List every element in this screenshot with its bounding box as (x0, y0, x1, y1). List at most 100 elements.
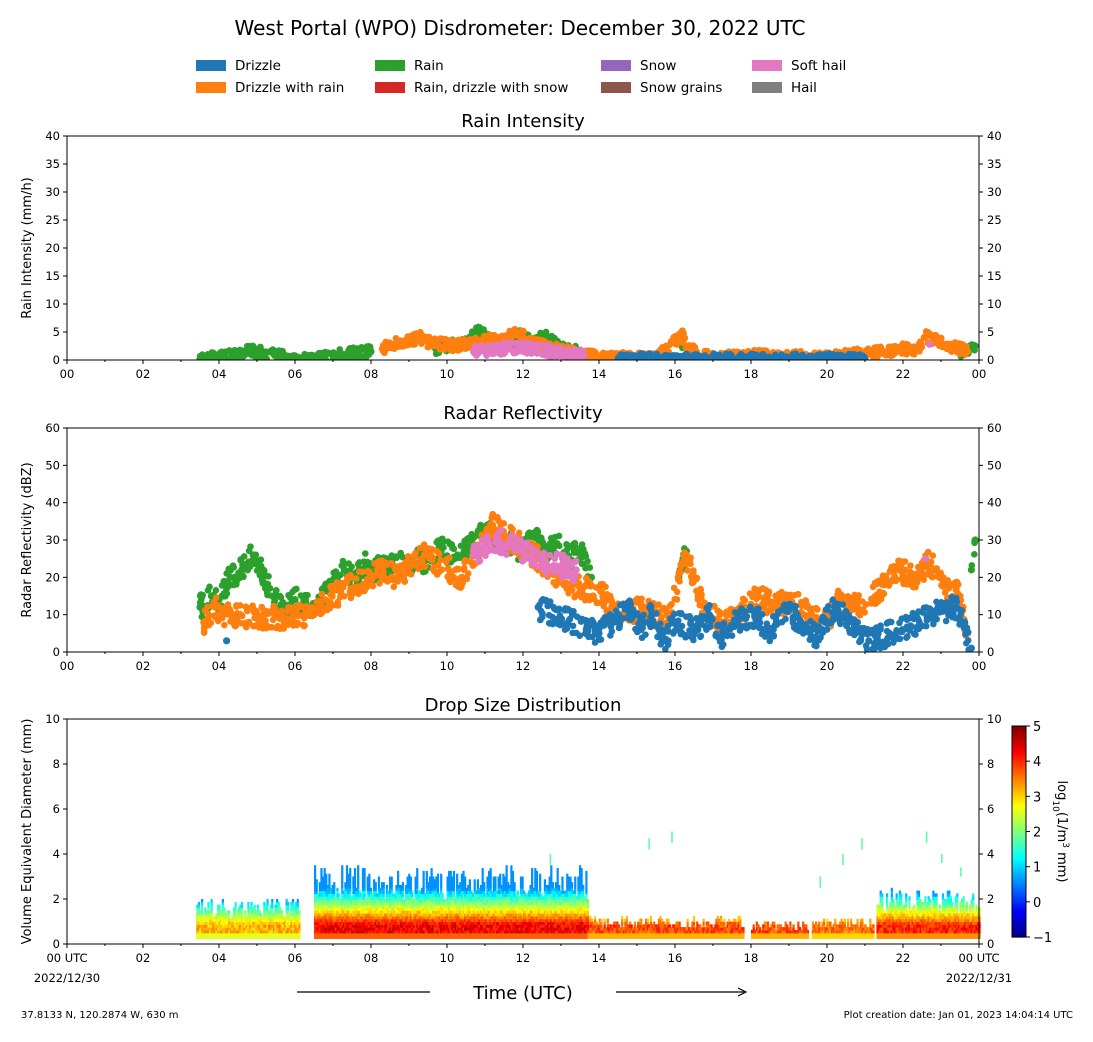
data-point (591, 639, 599, 646)
data-point (240, 553, 248, 560)
data-point (900, 580, 907, 588)
x-tick-label: 16 (668, 951, 683, 965)
data-point (539, 611, 546, 618)
data-point (705, 356, 712, 360)
data-point (393, 553, 400, 561)
data-point (562, 568, 570, 576)
x-tick-label: 00 (60, 367, 75, 381)
dsd-cell (223, 907, 226, 911)
data-point (688, 576, 696, 584)
x-tick-label: 02 (136, 951, 151, 965)
data-point (287, 619, 294, 626)
data-point (898, 563, 905, 571)
y-tick-label-right: 10 (987, 297, 1002, 311)
legend-swatch (196, 82, 226, 93)
data-point (295, 354, 303, 360)
data-point (961, 618, 969, 626)
plot-frame (66, 135, 980, 361)
data-point (887, 618, 895, 626)
data-point (347, 585, 354, 592)
data-point (942, 617, 950, 625)
data-point (884, 577, 891, 584)
data-point (457, 344, 464, 351)
data-point (471, 345, 478, 353)
data-point (410, 552, 418, 560)
data-point (484, 343, 491, 351)
data-point (932, 606, 940, 614)
data-point (399, 338, 406, 345)
data-point (561, 555, 568, 562)
data-point (765, 591, 772, 598)
data-point (602, 583, 609, 591)
data-point (494, 536, 502, 543)
data-point (460, 564, 468, 572)
data-point (786, 591, 794, 599)
data-point (284, 356, 292, 360)
data-point (938, 334, 945, 342)
data-point (446, 338, 453, 346)
y-tick-label-right: 30 (987, 185, 1002, 199)
data-point (785, 601, 792, 608)
dsd-cell (210, 899, 213, 903)
x-tick-label: 02 (136, 367, 151, 381)
data-point (233, 615, 241, 623)
data-point (307, 354, 315, 360)
data-point (971, 551, 978, 558)
data-point (706, 602, 713, 609)
data-point (519, 338, 527, 346)
data-point (697, 587, 704, 594)
data-point (917, 621, 925, 629)
data-point (871, 593, 878, 601)
data-point (552, 582, 560, 589)
data-point (296, 612, 303, 619)
data-point (568, 568, 576, 576)
x-tick-label: 08 (364, 951, 379, 965)
data-point (554, 540, 561, 548)
data-point (363, 343, 371, 350)
data-point (651, 356, 658, 360)
data-point (434, 341, 441, 349)
data-point (264, 610, 272, 618)
data-point (222, 349, 229, 357)
data-point (590, 595, 598, 603)
y-tick-label: 50 (45, 458, 60, 472)
data-point (496, 518, 504, 526)
data-point (920, 561, 928, 569)
data-point (330, 569, 337, 577)
data-point (216, 349, 224, 357)
data-point (868, 626, 876, 634)
x-tick-label: 22 (896, 367, 911, 381)
figure-title: West Portal (WPO) Disdrometer: December … (234, 16, 806, 40)
data-point (874, 633, 881, 641)
data-point (457, 542, 465, 550)
data-point (610, 350, 618, 357)
y-tick-label: 35 (45, 157, 60, 171)
y-tick-label-right: 15 (987, 269, 1002, 283)
data-point (347, 594, 355, 602)
legend-item-rain-drizzle-snow: Rain, drizzle with snow (375, 80, 568, 96)
x-tick-label: 08 (364, 659, 379, 673)
y-axis-label: Rain Intensity (mm/h) (20, 177, 35, 319)
data-point (359, 568, 366, 576)
data-point (405, 564, 412, 571)
data-point (649, 621, 657, 629)
data-point (478, 536, 486, 544)
data-point (387, 559, 395, 567)
y-tick-label-right: 60 (987, 421, 1002, 435)
data-point (612, 618, 620, 626)
data-point (690, 570, 697, 577)
data-point (588, 616, 596, 624)
panel-title: Rain Intensity (461, 111, 585, 132)
legend: Drizzle Drizzle with rain Rain Rain, dri… (196, 58, 896, 100)
data-point (602, 352, 610, 360)
data-point (401, 570, 408, 577)
data-point (794, 590, 802, 598)
data-point (958, 607, 965, 614)
data-point (653, 610, 660, 617)
data-point (955, 340, 963, 347)
x-tick-label: 14 (592, 659, 607, 673)
data-point (701, 352, 709, 359)
y-tick-label: 6 (53, 802, 60, 816)
data-point (684, 567, 691, 574)
